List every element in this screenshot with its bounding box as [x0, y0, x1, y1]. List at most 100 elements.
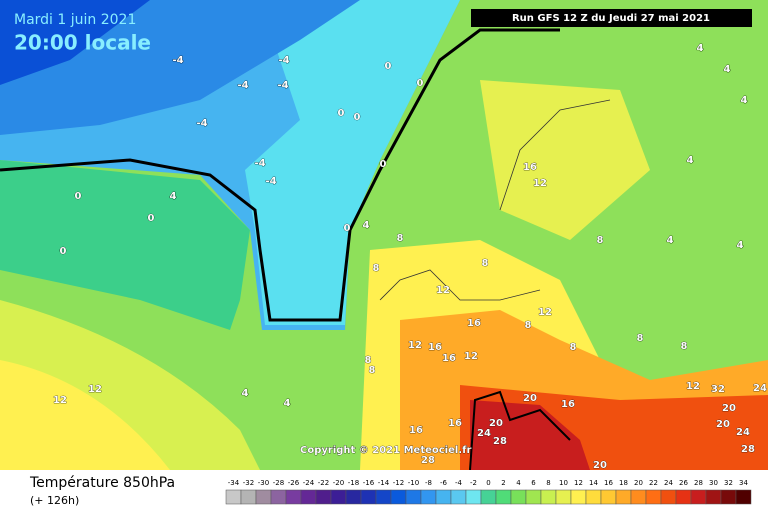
- isotherm: [469, 390, 571, 471]
- ocean-zone: [0, 160, 250, 330]
- scale-label: -24: [303, 479, 315, 487]
- contour-label: 20: [593, 460, 607, 471]
- contour-label: 20: [716, 419, 730, 430]
- scale-label: -18: [348, 479, 359, 487]
- contour-label: -4: [172, 55, 183, 66]
- scale-label: 24: [664, 479, 673, 487]
- contour-label: 16: [523, 162, 537, 173]
- scale-swatch: [735, 489, 752, 505]
- scale-swatch: [450, 489, 467, 505]
- scale-swatch: [465, 489, 482, 505]
- contour-label: 4: [687, 155, 694, 166]
- scale-label: 20: [634, 479, 643, 487]
- contour-label: 12: [88, 384, 102, 395]
- scale-label: -32: [243, 479, 254, 487]
- scale-label: -22: [318, 479, 329, 487]
- contour-label: -4: [237, 80, 248, 91]
- warm-zone: [480, 80, 650, 240]
- contour-label: 8: [365, 355, 372, 366]
- scale-label: -6: [440, 479, 448, 487]
- date-text: Mardi 1 juin 2021: [14, 12, 136, 28]
- contour-label: 0: [380, 159, 387, 170]
- scale-swatch: [555, 489, 572, 505]
- scale-label: -30: [258, 479, 269, 487]
- contour-label: 0: [60, 246, 67, 257]
- coastline: [379, 99, 611, 301]
- contour-label: 4: [242, 388, 249, 399]
- contour-label: 0: [338, 108, 345, 119]
- contour-label: 12: [464, 351, 478, 362]
- contour-label: 8: [637, 333, 644, 344]
- contour-label: 16: [561, 399, 575, 410]
- scale-label: -28: [273, 479, 284, 487]
- contour-label: 4: [724, 64, 731, 75]
- contour-label: 24: [753, 383, 767, 394]
- dark-blue-zone: [0, 0, 150, 85]
- contour-label: 8: [482, 258, 489, 269]
- scale-label: -2: [470, 479, 477, 487]
- scale-label: -12: [393, 479, 404, 487]
- scale-label: 26: [679, 479, 688, 487]
- contour-label: 28: [493, 436, 507, 447]
- contour-label: 4: [667, 235, 674, 246]
- scale-swatch: [615, 489, 632, 505]
- scale-label: -34: [228, 479, 240, 487]
- footer-title: Température 850hPa: [29, 475, 175, 491]
- scale-swatch: [540, 489, 557, 505]
- scale-label: 10: [559, 479, 568, 487]
- run-box: [471, 9, 752, 27]
- contour-label: 0: [385, 61, 392, 72]
- scale-swatch: [585, 489, 602, 505]
- cyan-zone: [245, 0, 460, 325]
- scale-swatch: [255, 489, 272, 505]
- scale-label: 16: [604, 479, 613, 487]
- contour-label: -4: [196, 118, 207, 129]
- scale-swatch: [525, 489, 542, 505]
- scale-swatch: [405, 489, 422, 505]
- scale-label: -10: [408, 479, 419, 487]
- scale-label: -14: [378, 479, 390, 487]
- scale-label: 22: [649, 479, 658, 487]
- scale-swatch: [690, 489, 707, 505]
- run-text: Run GFS 12 Z du Jeudi 27 mai 2021: [512, 13, 710, 24]
- scale-swatch: [300, 489, 317, 505]
- scale-label: 34: [739, 479, 748, 487]
- contour-label: 16: [428, 342, 442, 353]
- contour-label: 16: [467, 318, 481, 329]
- contour-label: 0: [344, 223, 351, 234]
- contour-label: 8: [681, 341, 688, 352]
- contour-label: 0: [75, 191, 82, 202]
- contour-label: 8: [525, 320, 532, 331]
- footer-lead: (+ 126h): [30, 494, 79, 507]
- scale-label: -26: [288, 479, 300, 487]
- scale-swatch: [225, 489, 242, 505]
- scale-label: 0: [486, 479, 490, 487]
- scale-label: 8: [546, 479, 550, 487]
- contour-label: -4: [277, 80, 288, 91]
- scale-swatch: [675, 489, 692, 505]
- contour-label: 8: [373, 263, 380, 274]
- scale-label: 12: [574, 479, 583, 487]
- contour-label: 0: [148, 213, 155, 224]
- contour-label: 16: [448, 418, 462, 429]
- scale-label: 4: [516, 479, 521, 487]
- contour-label: 8: [397, 233, 404, 244]
- scale-swatch: [705, 489, 722, 505]
- contour-label: 28: [421, 455, 435, 466]
- scale-label: 30: [709, 479, 718, 487]
- scale-label: 28: [694, 479, 703, 487]
- contour-label: 4: [697, 43, 704, 54]
- contour-label: -4: [265, 176, 276, 187]
- contour-label: 20: [722, 403, 736, 414]
- contour-label: -4: [254, 158, 265, 169]
- scale-swatch: [285, 489, 302, 505]
- scale-swatch: [480, 489, 497, 505]
- scale-swatch: [645, 489, 662, 505]
- contour-label: 4: [741, 95, 748, 106]
- contour-label: 4: [363, 220, 370, 231]
- contour-label: 20: [489, 418, 503, 429]
- contour-label: 8: [570, 342, 577, 353]
- scale-label: 32: [724, 479, 733, 487]
- scale-label: -8: [425, 479, 432, 487]
